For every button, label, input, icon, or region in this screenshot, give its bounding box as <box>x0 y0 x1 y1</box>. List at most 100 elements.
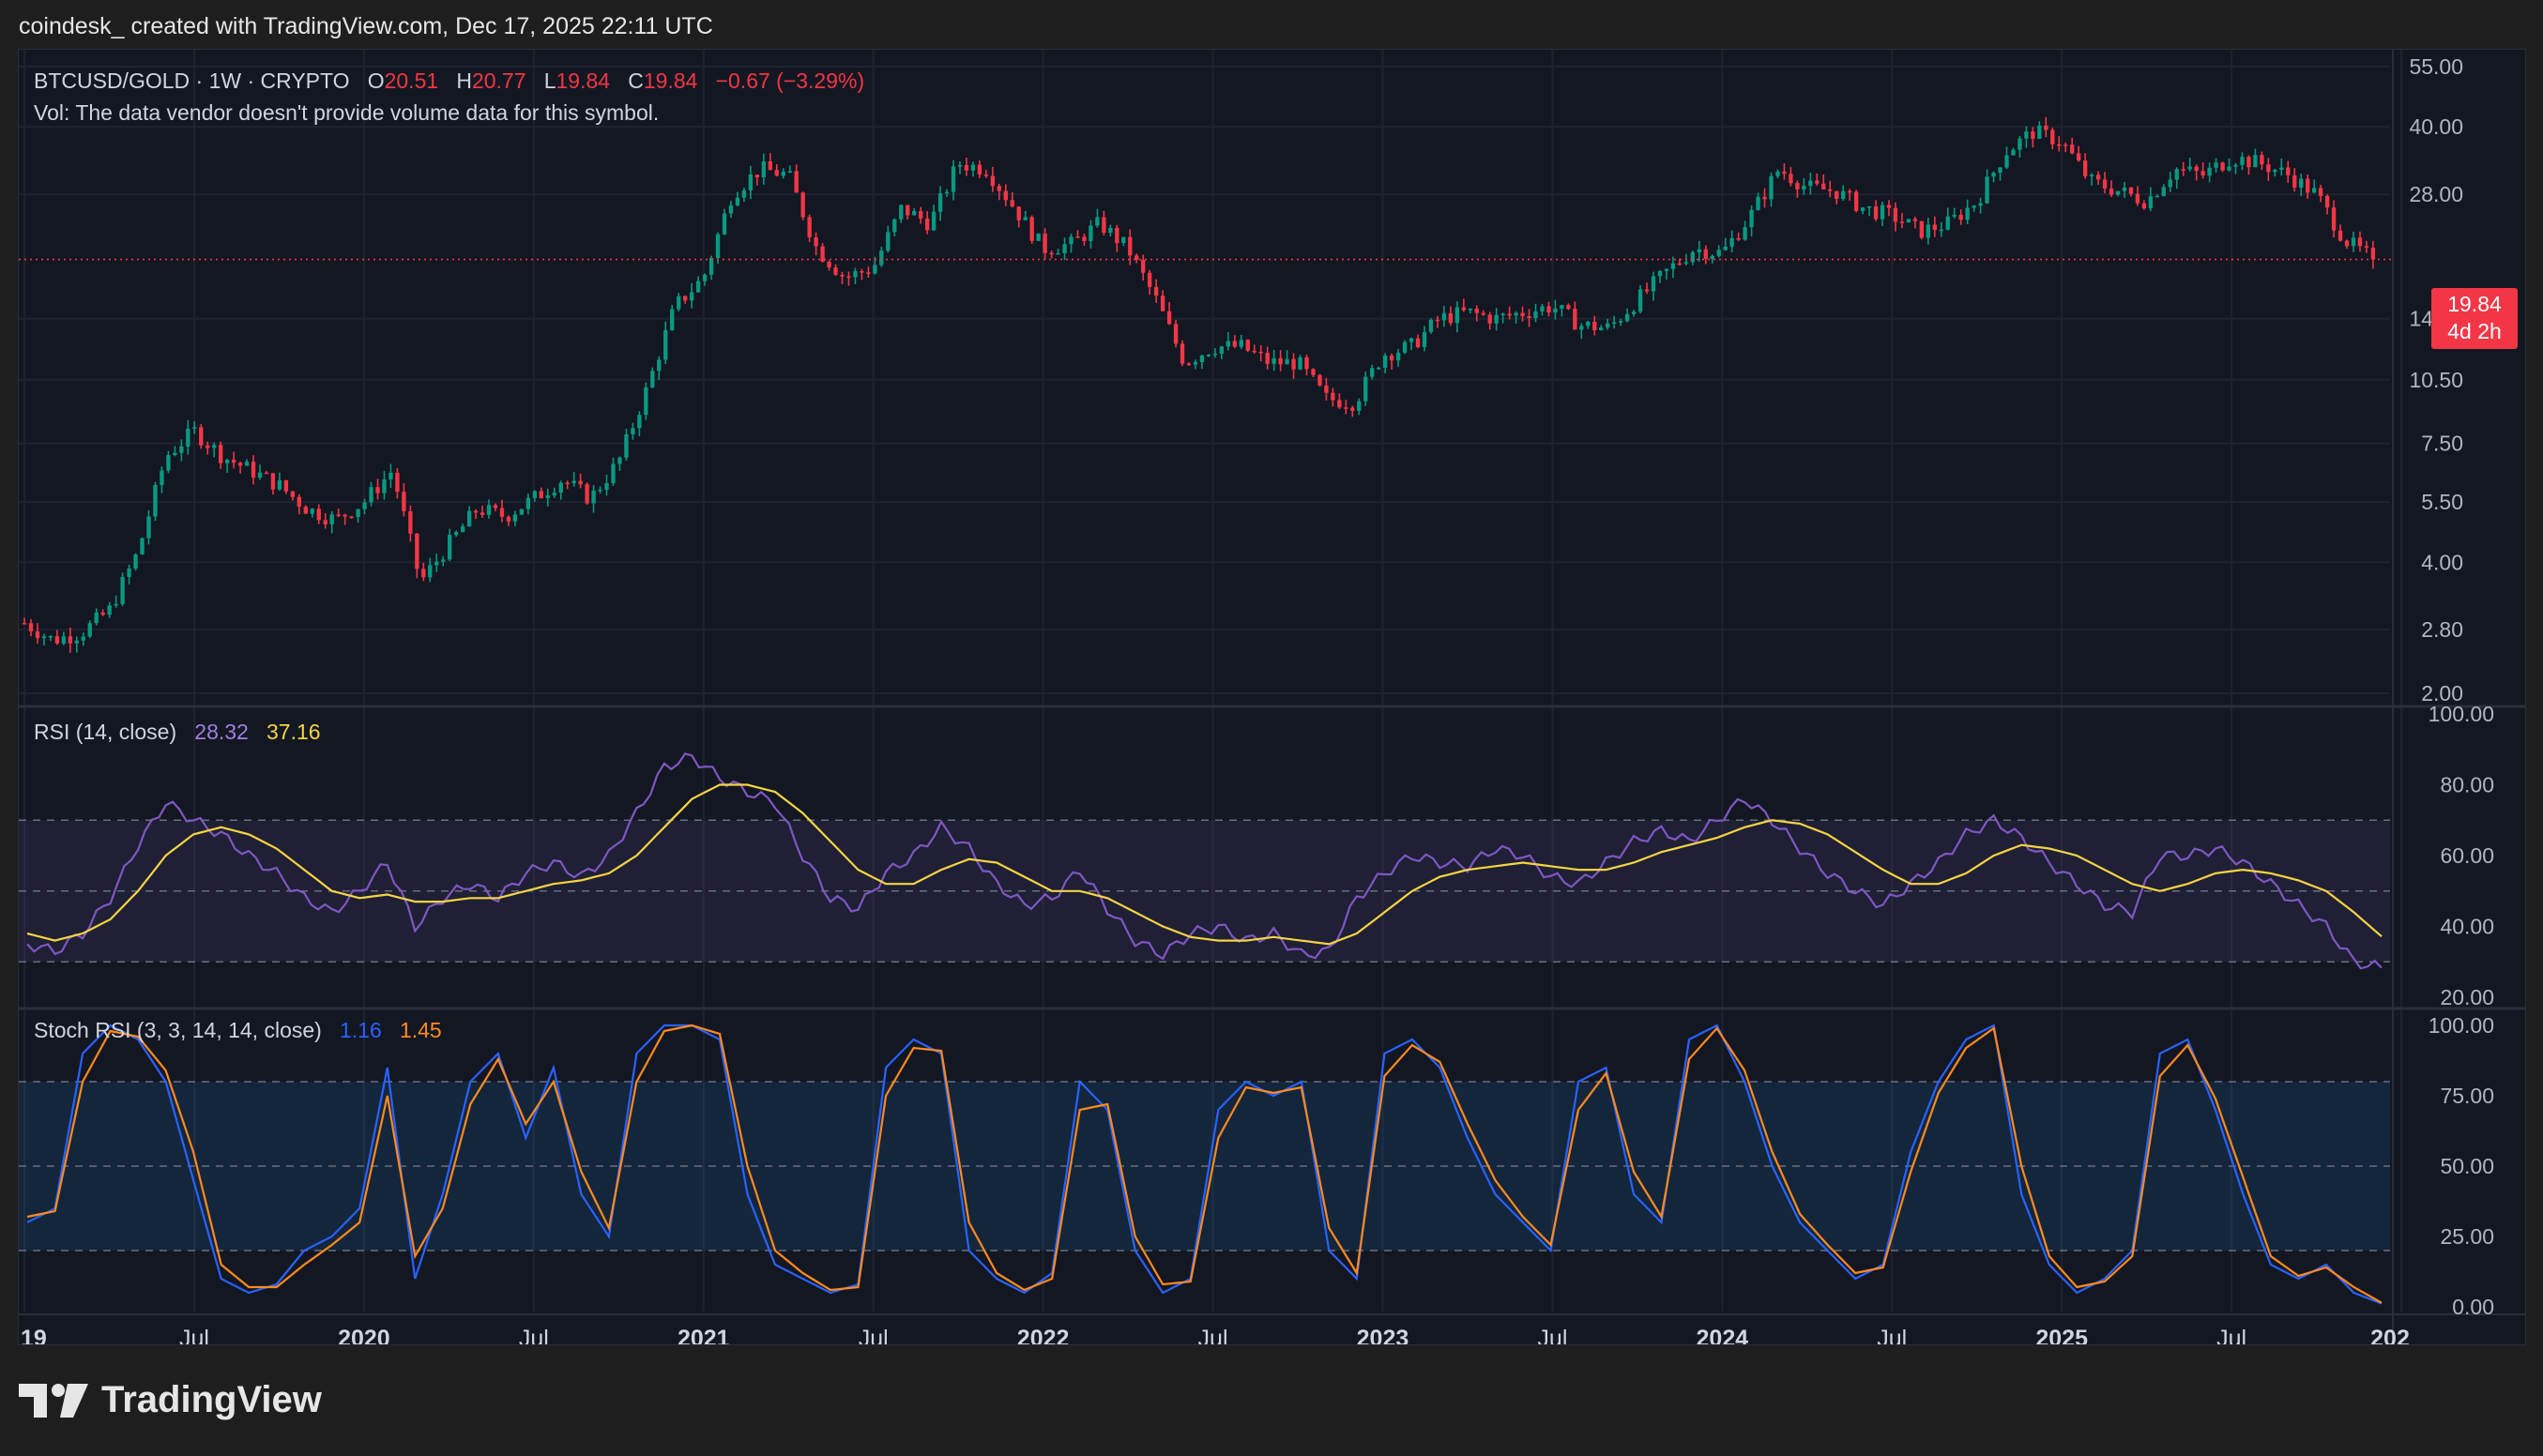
candle-body <box>1657 270 1663 277</box>
chart-canvas[interactable]: 55.0040.0028.0014.5010.507.505.504.002.8… <box>19 50 2525 1344</box>
candle-body <box>754 174 760 178</box>
candle-body <box>2135 193 2140 204</box>
candle-body <box>107 605 112 615</box>
candle-body <box>2357 237 2363 247</box>
candle-body <box>1579 326 1584 330</box>
candle-body <box>54 636 60 644</box>
candle-body <box>421 569 426 578</box>
candle-body <box>1029 217 1034 241</box>
chart-frame[interactable]: 55.0040.0028.0014.5010.507.505.504.002.8… <box>18 49 2526 1345</box>
candle-body <box>68 636 73 644</box>
main-legend[interactable]: BTCUSD/GOLD · 1W · CRYPTO O20.51 H20.77 … <box>34 68 864 94</box>
rsi-axis-tick: 60.00 <box>2440 843 2494 868</box>
candle-body <box>1586 321 1591 326</box>
candle-body <box>1500 313 1505 316</box>
candle-body <box>186 429 190 447</box>
candle-body <box>1795 183 1800 190</box>
tradingview-logo[interactable]: TradingView <box>19 1379 322 1421</box>
candle-body <box>1527 316 1531 318</box>
candle-body <box>840 274 845 277</box>
candle-body <box>1782 171 1787 174</box>
rsi-legend[interactable]: RSI (14, close) 28.32 37.16 <box>34 720 321 745</box>
candle-body <box>1677 263 1683 265</box>
candle-body <box>1226 341 1231 347</box>
candle-body <box>931 211 936 231</box>
candle-body <box>1069 236 1074 245</box>
candle-body <box>860 271 864 273</box>
candle-body <box>741 190 747 198</box>
stoch-legend[interactable]: Stoch RSI (3, 3, 14, 14, close) 1.16 1.4… <box>34 1018 442 1043</box>
candle-body <box>1560 305 1564 309</box>
candle-body <box>1036 233 1041 241</box>
time-axis-tick: Jul <box>179 1326 209 1344</box>
candle-body <box>297 496 302 508</box>
candle-body <box>1468 308 1472 311</box>
tradingview-logo-icon <box>19 1383 88 1418</box>
candle-body <box>1945 216 1950 230</box>
candle-body <box>924 218 930 231</box>
candle-body <box>598 490 602 492</box>
close-value: 19.84 <box>643 68 698 93</box>
candle-body <box>2324 195 2330 208</box>
candle-body <box>375 487 380 493</box>
candle-body <box>1749 209 1754 228</box>
candle-body <box>1481 312 1485 315</box>
candle-body <box>1252 350 1256 353</box>
candle-body <box>192 427 197 430</box>
candle-body <box>886 232 891 251</box>
candle-body <box>1311 369 1316 375</box>
candle-body <box>1121 236 1126 244</box>
rsi-label[interactable]: RSI (14, close) <box>34 720 177 744</box>
candle-body <box>591 490 596 504</box>
candle-body <box>1089 225 1093 241</box>
candle-body <box>1461 307 1467 311</box>
candle-body <box>277 479 282 490</box>
candle-body <box>1160 296 1165 311</box>
candle-body <box>1880 205 1885 220</box>
candle-body <box>1337 400 1342 408</box>
candle-body <box>1357 401 1362 411</box>
candle-body <box>1278 357 1283 365</box>
candle-body <box>532 491 538 498</box>
candle-body <box>402 492 406 511</box>
candle-body <box>2292 174 2297 188</box>
candle-body <box>800 192 805 218</box>
candle-body <box>689 292 694 301</box>
candle-body <box>290 491 296 497</box>
candle-body <box>1520 312 1525 317</box>
candle-body <box>2207 167 2212 176</box>
candle-body <box>1612 322 1617 324</box>
candle-body <box>1886 205 1892 208</box>
candle-body <box>1939 229 1943 232</box>
candle-body <box>611 463 616 484</box>
candle-body <box>22 623 27 625</box>
candle-body <box>166 455 171 471</box>
candle-body <box>552 493 556 496</box>
candle-body <box>1258 351 1263 354</box>
symbol-label[interactable]: BTCUSD/GOLD · 1W · CRYPTO <box>34 68 350 93</box>
candle-body <box>206 445 210 448</box>
candle-body <box>140 538 145 554</box>
candle-body <box>388 472 393 480</box>
candle-body <box>1592 321 1597 331</box>
candle-body <box>2318 188 2323 196</box>
candle-body <box>2011 149 2016 156</box>
candle-body <box>303 507 308 514</box>
candle-body <box>2122 187 2127 191</box>
candle-body <box>100 612 105 615</box>
candle-body <box>899 205 904 220</box>
candle-body <box>1239 340 1243 347</box>
candle-body <box>2089 174 2094 176</box>
candle-body <box>1514 312 1518 316</box>
stoch-series-d <box>26 1024 2383 1304</box>
candle-body <box>983 174 989 176</box>
candle-body <box>1422 331 1427 348</box>
rsi-axis-tick: 100.00 <box>2429 702 2494 726</box>
stoch-axis-tick: 25.00 <box>2440 1224 2494 1249</box>
stoch-label[interactable]: Stoch RSI (3, 3, 14, 14, close) <box>34 1018 322 1042</box>
candle-body <box>1618 321 1623 323</box>
candle-body <box>617 457 622 464</box>
candle-body <box>977 164 982 175</box>
candle-body <box>2253 155 2258 168</box>
candle-body <box>219 445 223 463</box>
